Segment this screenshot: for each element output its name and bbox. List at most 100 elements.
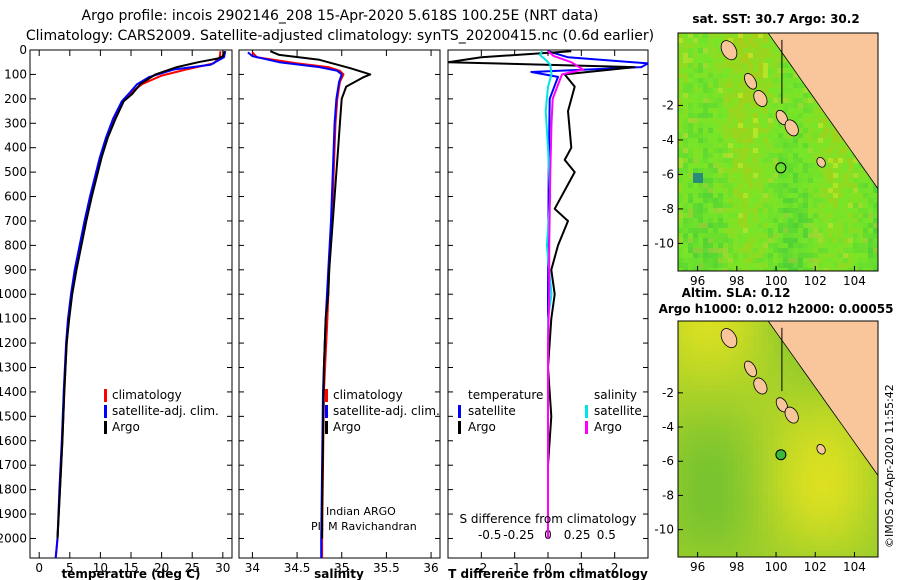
map-pixel — [793, 188, 798, 193]
map-pixel — [798, 546, 803, 551]
map-pixel — [863, 243, 868, 248]
header-line2: Climatology: CARS2009. Satellite-adjuste… — [26, 28, 654, 44]
map-pixel — [713, 238, 718, 243]
map-pixel — [823, 521, 828, 526]
map-pixel — [758, 268, 763, 271]
map-pixel — [868, 178, 873, 183]
map-pixel — [833, 263, 838, 268]
map-pixel — [793, 93, 798, 98]
map-pixel — [748, 133, 753, 138]
map-pixel — [693, 336, 698, 341]
map-pixel — [683, 416, 688, 421]
map-pixel — [808, 446, 813, 451]
map-pixel — [778, 133, 783, 138]
map-pixel — [773, 341, 778, 346]
map-pixel — [683, 496, 688, 501]
map-pixel — [873, 506, 878, 511]
map-pixel — [728, 436, 733, 441]
map-pixel — [693, 381, 698, 386]
map-pixel — [683, 446, 688, 451]
map-pixel — [823, 258, 828, 263]
map-pixel — [733, 138, 738, 143]
map-pixel — [693, 33, 698, 38]
map-pixel — [748, 511, 753, 516]
map-pixel — [813, 391, 818, 396]
map-pixel — [718, 48, 723, 53]
map-pixel — [738, 381, 743, 386]
map-pixel — [828, 178, 833, 183]
map-pixel — [703, 421, 708, 426]
map-pixel — [773, 541, 778, 546]
map-pixel — [808, 461, 813, 466]
map-pixel — [763, 461, 768, 466]
map-pixel — [733, 108, 738, 113]
map-pixel — [753, 351, 758, 356]
map-pixel — [738, 546, 743, 551]
map-pixel — [783, 173, 788, 178]
map-pixel — [808, 496, 813, 501]
map-pixel — [853, 481, 858, 486]
map-pixel — [768, 531, 773, 536]
map-pixel — [783, 98, 788, 103]
map-pixel — [733, 491, 738, 496]
map-pixel — [678, 98, 683, 103]
map-pixel — [788, 421, 793, 426]
map-pixel — [723, 541, 728, 546]
map-pixel — [783, 63, 788, 68]
map-pixel — [703, 331, 708, 336]
legend-climatology-label: climatology — [112, 388, 182, 402]
map-pixel — [798, 416, 803, 421]
map-pixel — [798, 401, 803, 406]
sla-map-axes: 96 98 100 102 104-2-4-6-8-10 — [654, 386, 866, 574]
map-pixel — [833, 203, 838, 208]
map-pixel — [698, 83, 703, 88]
map-pixel — [688, 43, 693, 48]
map-pixel — [728, 366, 733, 371]
map-pixel — [693, 416, 698, 421]
map-pixel — [733, 218, 738, 223]
map-pixel — [788, 356, 793, 361]
map-pixel — [813, 521, 818, 526]
map-pixel — [798, 391, 803, 396]
map-pixel — [758, 83, 763, 88]
map-pixel — [828, 168, 833, 173]
map-pixel — [688, 466, 693, 471]
map-pixel — [818, 128, 823, 133]
map-pixel — [758, 466, 763, 471]
sst-map-axes: 96 98 100 102 104-2-4-6-8-10 — [654, 98, 866, 288]
map-pixel — [768, 386, 773, 391]
map-pixel — [703, 193, 708, 198]
map-pixel — [708, 153, 713, 158]
map-pixel — [723, 128, 728, 133]
map-pixel — [688, 63, 693, 68]
map-pixel — [783, 253, 788, 258]
map-pixel — [748, 208, 753, 213]
map-pixel — [743, 168, 748, 173]
map-pixel — [818, 516, 823, 521]
map-pixel — [838, 188, 843, 193]
map-pixel — [738, 253, 743, 258]
map-pixel — [773, 143, 778, 148]
map-pixel — [683, 386, 688, 391]
map-pixel — [823, 511, 828, 516]
map-pixel — [798, 551, 803, 556]
map-pixel — [693, 406, 698, 411]
map-pixel — [823, 143, 828, 148]
map-pixel — [718, 248, 723, 253]
map-pixel — [748, 496, 753, 501]
map-pixel — [698, 551, 703, 556]
map-pixel — [743, 416, 748, 421]
map-pixel — [758, 431, 763, 436]
map-pixel — [763, 546, 768, 551]
map-pixel — [708, 491, 713, 496]
map-pixel — [713, 33, 718, 38]
map-pixel — [853, 461, 858, 466]
map-pixel — [783, 188, 788, 193]
map-pixel — [778, 341, 783, 346]
map-pixel — [743, 128, 748, 133]
map-pixel — [763, 421, 768, 426]
map-pixel — [808, 123, 813, 128]
map-pixel — [753, 526, 758, 531]
map-pixel — [738, 536, 743, 541]
map-pixel — [743, 436, 748, 441]
